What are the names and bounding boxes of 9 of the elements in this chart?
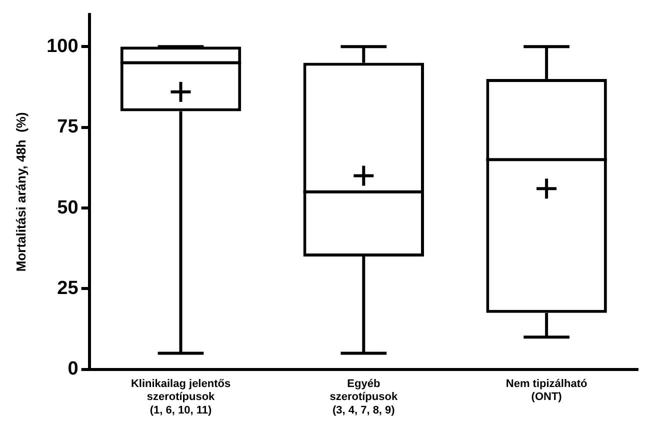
y-tick-label: 25 [57, 278, 79, 299]
x-tick-label: Klinikailag jelentős szerotípusok (1, 6, 10, 11) [130, 378, 231, 416]
x-tick-label: Egyéb szerotípusok (3, 4, 7, 8, 9) [330, 378, 398, 416]
y-axis-title: Mortalitási arány, 48h (%) [13, 112, 28, 272]
x-tick-label: Nem tipizálható (ONT) [506, 378, 588, 404]
y-tick-label: 50 [57, 197, 78, 218]
y-tick-label: 100 [46, 36, 78, 57]
y-tick-label: 75 [57, 116, 79, 138]
y-tick-label: 0 [68, 358, 78, 380]
